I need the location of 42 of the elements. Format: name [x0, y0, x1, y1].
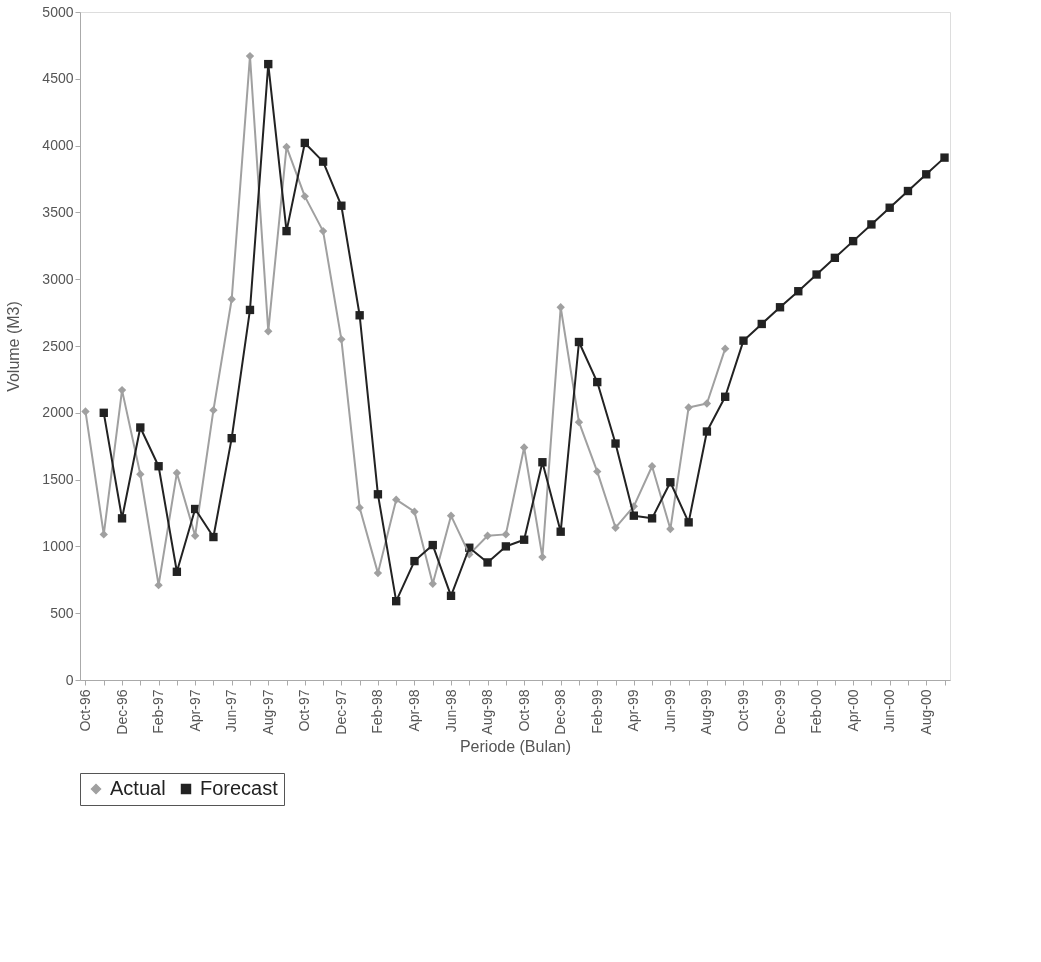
point — [81, 407, 90, 416]
x-tick-label: Oct-99 — [734, 689, 751, 732]
x-tick-label: Aug-98 — [479, 689, 496, 735]
y-axis-title: Volume (M3) — [5, 301, 23, 392]
x-tick-label: Aug-00 — [917, 689, 934, 735]
x-tick-label: Dec-96 — [113, 689, 130, 735]
y-tick-label: 0 — [65, 671, 74, 688]
y-tick-label: 5000 — [42, 3, 74, 20]
point — [684, 518, 693, 527]
y-tick-label: 1500 — [42, 471, 74, 488]
x-axis-title: Periode (Bulan) — [459, 737, 572, 755]
x-tick-label: Feb-98 — [369, 689, 386, 734]
x-tick-label: Aug-99 — [698, 689, 715, 735]
y-tick-label: 3000 — [42, 270, 74, 287]
x-tick-label: Feb-00 — [808, 689, 825, 734]
x-tick-label: Jun-97 — [223, 689, 240, 733]
y-tick-label: 2000 — [42, 404, 74, 421]
x-tick-label: Apr-00 — [844, 689, 861, 732]
x-tick-label: Aug-97 — [259, 689, 276, 735]
x-tick-label: Dec-98 — [552, 689, 569, 735]
x-tick-label: Oct-98 — [515, 689, 532, 732]
x-tick-label: Jun-98 — [442, 689, 459, 733]
y-tick-label: 500 — [50, 604, 74, 621]
legend-label: Forecast — [200, 777, 279, 799]
y-tick-label: 2500 — [42, 337, 74, 354]
x-tick-label: Dec-97 — [332, 689, 349, 735]
legend-label: Actual — [110, 777, 166, 799]
x-tick-label: Apr-98 — [405, 689, 422, 732]
point — [940, 153, 949, 162]
x-tick-label: Jun-00 — [881, 689, 898, 733]
x-tick-label: Feb-99 — [588, 689, 605, 734]
x-tick-label: Jun-99 — [661, 689, 678, 733]
x-tick-label: Oct-96 — [76, 689, 93, 732]
y-tick-label: 3500 — [42, 203, 74, 220]
y-tick-label: 4000 — [42, 137, 74, 154]
y-tick-label: 1000 — [42, 537, 74, 554]
y-tick-label: 4500 — [42, 70, 74, 87]
x-tick-label: Dec-99 — [771, 689, 788, 735]
x-tick-label: Apr-99 — [625, 689, 642, 732]
x-tick-label: Feb-97 — [150, 689, 167, 734]
x-tick-label: Oct-97 — [296, 689, 313, 732]
x-tick-label: Apr-97 — [186, 689, 203, 732]
